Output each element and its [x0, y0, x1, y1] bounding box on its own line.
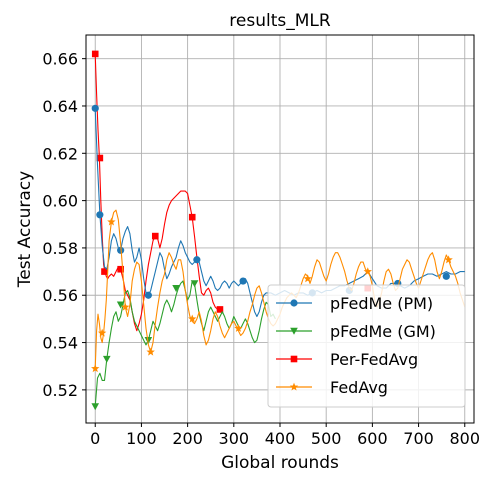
data-point	[116, 301, 125, 309]
data-point	[91, 364, 100, 373]
legend-marker	[290, 355, 298, 363]
chart-title: results_MLR	[229, 11, 331, 31]
data-point	[303, 274, 312, 283]
data-point	[102, 355, 111, 363]
y-tick-label: 0.54	[42, 334, 78, 353]
x-tick-label: 100	[126, 429, 157, 448]
legend-entry: pFedMe (GM)	[330, 322, 436, 341]
data-point	[146, 347, 155, 356]
x-axis-label: Global rounds	[221, 453, 339, 473]
legend-marker	[289, 382, 299, 391]
x-tick-label: 400	[265, 429, 296, 448]
data-point	[91, 403, 100, 411]
data-point	[91, 104, 99, 112]
x-tick-label: 500	[311, 429, 342, 448]
data-point	[121, 302, 130, 311]
x-tick-label: 600	[357, 429, 388, 448]
legend-marker	[290, 327, 298, 335]
data-point	[442, 272, 450, 280]
data-point	[144, 336, 153, 344]
y-tick-label: 0.62	[42, 144, 78, 163]
data-point	[151, 232, 159, 240]
y-tick-label: 0.58	[42, 239, 78, 258]
legend: pFedMe (PM) pFedMe (GM) Per-FedAvg FedAvg	[267, 284, 466, 408]
data-point	[101, 268, 108, 275]
data-point	[172, 284, 180, 292]
data-point	[193, 256, 201, 264]
data-point	[216, 306, 224, 313]
legend-entry: Per-FedAvg	[330, 350, 418, 369]
data-point	[117, 265, 124, 273]
y-tick-label: 0.52	[42, 381, 78, 400]
x-tick-label: 800	[449, 429, 480, 448]
data-point	[91, 50, 99, 58]
data-point	[144, 291, 152, 299]
y-tick-label: 0.64	[42, 97, 78, 116]
data-point	[107, 217, 116, 226]
legend-entry: pFedMe (PM)	[330, 294, 433, 313]
legend-box	[267, 284, 466, 408]
data-point	[97, 328, 107, 337]
data-point	[190, 280, 199, 288]
legend-marker	[290, 299, 298, 307]
y-tick-label: 0.56	[42, 286, 78, 305]
data-point	[188, 314, 197, 323]
data-point	[444, 255, 453, 264]
x-tick-label: 700	[403, 429, 434, 448]
data-point	[96, 211, 104, 219]
x-tick-label: 200	[172, 429, 203, 448]
data-point	[239, 277, 247, 285]
x-tick-label: 0	[90, 429, 100, 448]
data-point	[234, 323, 243, 332]
data-point	[96, 154, 104, 162]
legend-entry: FedAvg	[330, 378, 388, 397]
y-tick-label: 0.66	[42, 50, 78, 69]
y-tick-label: 0.60	[42, 192, 78, 211]
ticks: 0 100 200 300 400 500 600 700 800 0.52 0.54 0.56 0.5…	[42, 50, 480, 448]
x-tick-label: 300	[219, 429, 250, 448]
series-line	[94, 108, 465, 318]
y-axis-label: Test Accuracy	[15, 171, 35, 289]
data-point	[363, 267, 372, 276]
data-point	[188, 213, 196, 221]
